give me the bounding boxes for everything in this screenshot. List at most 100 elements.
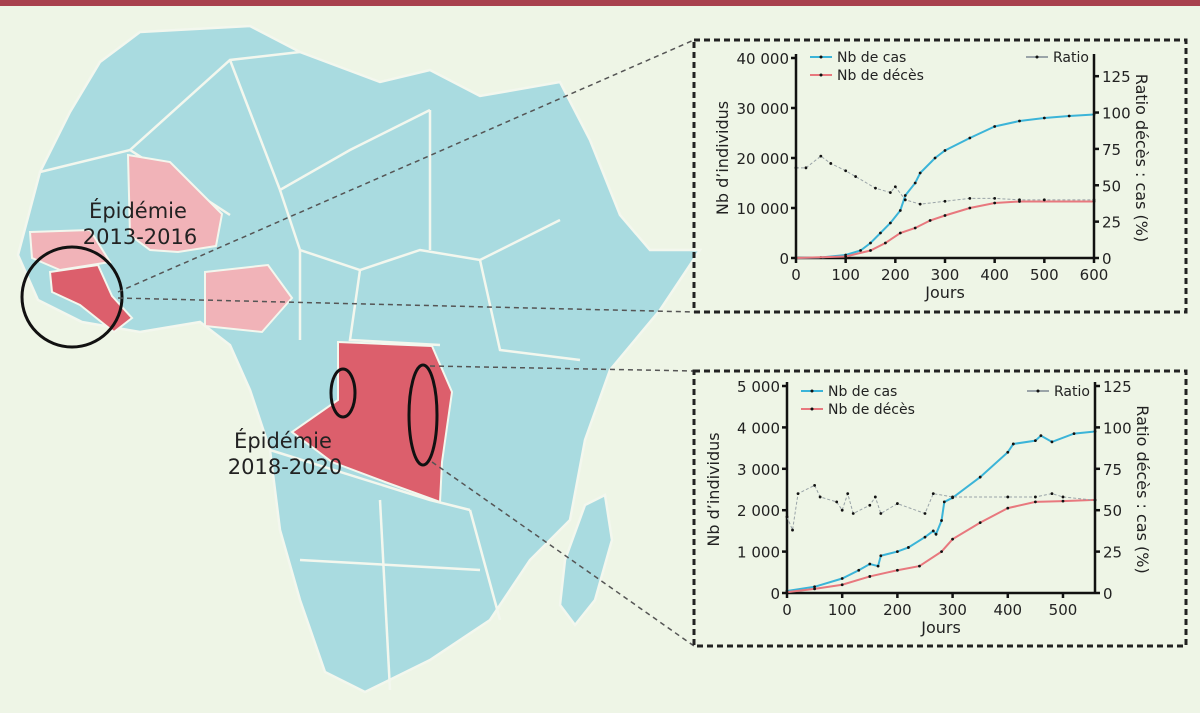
connector-lines: [117, 39, 695, 647]
data-point: [940, 519, 943, 522]
data-point: [879, 231, 882, 235]
x-tick-label: 0: [791, 266, 801, 284]
series-line-0: [795, 113, 1095, 259]
data-point: [913, 181, 917, 185]
legend-label: Nb de décès: [837, 68, 924, 84]
y-axis-label: Nb d’individus: [713, 101, 732, 215]
data-point: [1039, 434, 1043, 438]
data-point: [1050, 492, 1054, 496]
y-tick-label: 4 000: [737, 419, 780, 437]
data-point: [978, 521, 982, 525]
y2-tick-label: 125: [1103, 378, 1132, 396]
y2-tick-label: 100: [1102, 105, 1131, 123]
y-tick-label: 1 000: [737, 544, 780, 562]
y2-tick-label: 0: [1102, 250, 1112, 268]
data-point: [1050, 440, 1054, 444]
y-tick-label: 40 000: [737, 50, 790, 68]
data-point: [796, 492, 800, 496]
y-tick-label: 0: [770, 585, 780, 603]
epidemic-years-2013: 2013-2016: [83, 225, 197, 249]
data-point: [1018, 119, 1021, 123]
x-tick-label: 100: [831, 266, 860, 284]
legend-marker: [1035, 55, 1039, 59]
x-tick-label: 600: [1080, 266, 1109, 284]
x-tick-label: 200: [881, 266, 910, 284]
data-point: [933, 156, 937, 160]
data-point: [804, 166, 808, 170]
data-point: [951, 495, 954, 499]
data-point: [940, 550, 943, 553]
y2-tick-label: 0: [1103, 585, 1113, 603]
y2-tick-label: 100: [1103, 419, 1132, 437]
data-point: [898, 231, 902, 235]
data-point: [844, 255, 848, 258]
data-point: [813, 585, 816, 589]
data-point: [1006, 450, 1010, 454]
data-point: [879, 554, 883, 558]
data-point: [840, 577, 844, 580]
data-point: [895, 502, 899, 505]
data-point: [794, 256, 798, 260]
legend-label: Nb de cas: [828, 384, 897, 400]
series-line-0: [786, 430, 1096, 592]
y-tick-label: 30 000: [737, 100, 790, 118]
y-tick-label: 2 000: [737, 502, 780, 520]
data-point: [931, 529, 935, 533]
data-point: [943, 149, 947, 152]
data-point: [879, 512, 883, 515]
data-point: [1033, 500, 1037, 504]
legend-label: Ratio: [1054, 384, 1090, 400]
data-point: [1042, 198, 1046, 202]
x-axis-label: Jours: [920, 618, 961, 637]
legend-marker: [819, 55, 823, 59]
data-point: [1072, 432, 1076, 436]
y2-axis-label: Ratio décès : cas (%): [1133, 405, 1152, 573]
x-tick-label: 0: [782, 601, 792, 619]
data-point: [1093, 498, 1097, 502]
data-point: [993, 125, 997, 128]
data-point: [943, 199, 947, 203]
data-point: [846, 492, 850, 496]
data-point: [907, 546, 910, 549]
y2-axis-label: Ratio décès : cas (%): [1132, 74, 1151, 242]
data-point: [1011, 442, 1015, 446]
data-point: [913, 226, 917, 230]
data-point: [968, 206, 972, 210]
data-point: [893, 185, 897, 189]
data-point: [1061, 495, 1065, 499]
legend-label: Ratio: [1053, 50, 1089, 66]
y-tick-label: 0: [779, 250, 789, 268]
data-point: [851, 512, 855, 515]
y2-tick-label: 50: [1103, 502, 1122, 520]
data-point: [888, 221, 892, 225]
x-tick-label: 100: [828, 601, 857, 619]
data-point: [918, 202, 922, 206]
nigeria-region: [204, 263, 294, 334]
data-point: [869, 241, 872, 245]
legend-label: Nb de cas: [837, 50, 906, 66]
africa-map: Épidémie 2013-2016 Épidémie 2018-2020: [16, 24, 703, 694]
y2-tick-label: 50: [1102, 177, 1121, 195]
y2-tick-label: 25: [1103, 544, 1122, 562]
data-point: [923, 512, 927, 515]
data-point: [840, 583, 844, 587]
data-point: [943, 214, 947, 217]
mali-region: [126, 153, 224, 254]
madagascar: [558, 493, 614, 628]
legend-marker: [810, 407, 814, 411]
data-point: [942, 500, 946, 504]
epidemic-label-2018: Épidémie: [234, 428, 332, 453]
data-point: [829, 162, 833, 165]
data-point: [859, 249, 862, 252]
data-point: [898, 209, 902, 212]
data-point: [819, 154, 823, 158]
x-tick-label: 500: [1049, 601, 1078, 619]
y2-tick-label: 75: [1102, 141, 1121, 159]
data-point: [903, 194, 907, 197]
data-point: [813, 587, 816, 591]
guinea-sierra-leone-liberia: [48, 263, 134, 334]
data-point: [923, 535, 927, 539]
data-point: [785, 590, 789, 594]
